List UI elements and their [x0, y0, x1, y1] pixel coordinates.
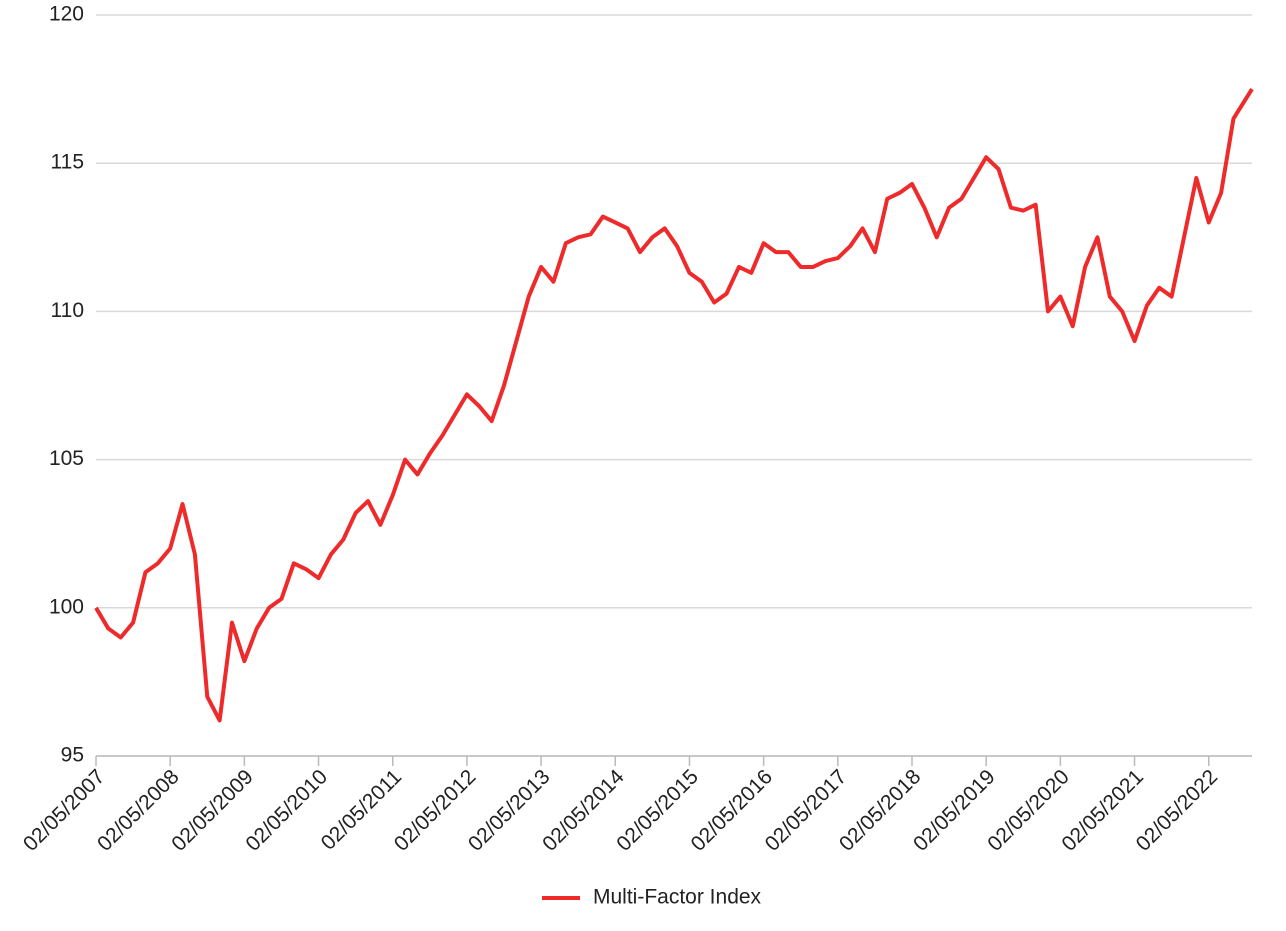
data-line [94, 88, 1254, 723]
y-tick-label: 95 [61, 744, 84, 767]
y-tick-label: 100 [49, 595, 84, 618]
y-tick-label: 105 [49, 447, 84, 470]
y-tick-label: 120 [49, 3, 84, 26]
y-tick-label: 115 [51, 151, 84, 174]
y-tick-label: 110 [51, 299, 84, 322]
legend-label: Multi-Factor Index [593, 886, 762, 909]
